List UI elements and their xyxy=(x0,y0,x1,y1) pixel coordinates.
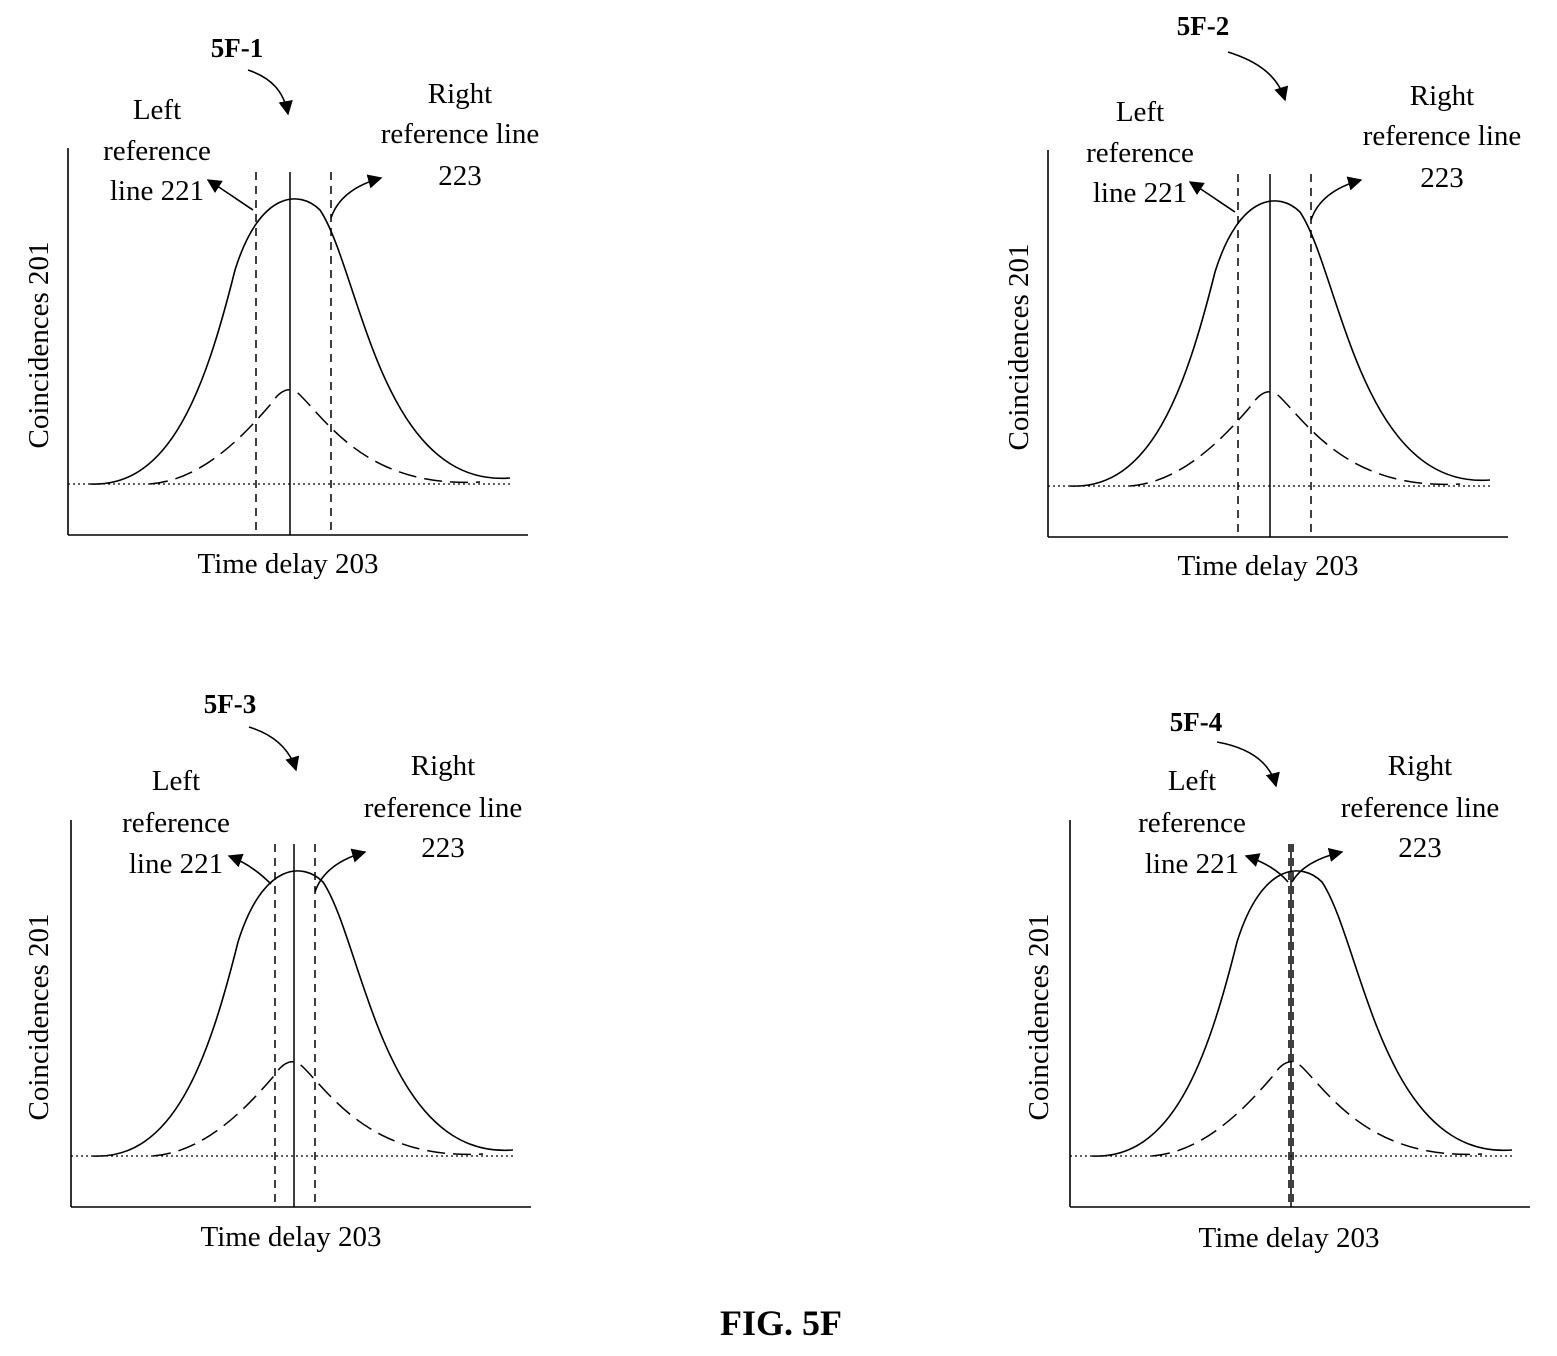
right-ref-label-line-1: Right xyxy=(411,750,475,782)
right-ref-label-line-2: reference line xyxy=(1341,792,1500,824)
y-axis-label: Coincidences 201 xyxy=(23,914,55,1121)
left-ref-pointer-arrow xyxy=(1244,853,1289,883)
panel-5f-2: 5F-2 Left reference line 221 Right refer… xyxy=(1003,11,1521,582)
panel-id-arrow xyxy=(248,726,300,772)
left-ref-label-line-1: Left xyxy=(1168,765,1216,797)
left-ref-label-line-3: line 221 xyxy=(129,848,223,880)
right-ref-pointer-arrow xyxy=(314,848,367,893)
panel-id-label: 5F-3 xyxy=(204,689,256,719)
coincidence-peak-curve xyxy=(89,198,511,485)
y-axis-label: Coincidences 201 xyxy=(1023,914,1055,1121)
right-ref-label-line-2: reference line xyxy=(381,118,540,150)
panel-5f-4: 5F-4 Left reference line 221 Right refer… xyxy=(1023,707,1530,1254)
reduced-peak-curve-dashed xyxy=(1151,1061,1483,1157)
figure-caption: FIG. 5F xyxy=(720,1303,842,1343)
x-axis-label: Time delay 203 xyxy=(1199,1222,1380,1254)
right-ref-label-line-1: Right xyxy=(428,78,492,110)
coincidence-peak-curve xyxy=(1069,200,1491,487)
right-ref-label-line-2: reference line xyxy=(1363,120,1522,152)
panel-id-arrow xyxy=(1216,741,1280,788)
right-ref-label-line-2: reference line xyxy=(364,792,523,824)
right-ref-label-line-3: 223 xyxy=(1420,162,1464,194)
left-ref-label-line-3: line 221 xyxy=(1145,848,1239,880)
left-ref-label-line-3: line 221 xyxy=(1093,177,1187,209)
reduced-peak-curve-dashed xyxy=(152,1061,484,1157)
coincidence-peak-curve xyxy=(92,870,514,1157)
left-ref-label-line-1: Left xyxy=(133,94,181,126)
left-ref-label-line-2: reference xyxy=(1086,137,1194,169)
left-ref-label-line-2: reference xyxy=(122,807,230,839)
right-ref-label-line-3: 223 xyxy=(1398,832,1442,864)
left-ref-pointer-arrow xyxy=(1188,181,1236,213)
right-ref-pointer-arrow xyxy=(330,174,383,219)
x-axis-label: Time delay 203 xyxy=(198,548,379,580)
panel-id-arrow xyxy=(247,69,293,116)
left-ref-label-line-3: line 221 xyxy=(110,175,204,207)
panel-id-label: 5F-4 xyxy=(1170,707,1222,737)
left-ref-label-line-2: reference xyxy=(103,135,211,167)
panel-5f-1: 5F-1 Left reference line 221 Right refer… xyxy=(23,33,539,580)
right-ref-label-line-1: Right xyxy=(1410,80,1474,112)
left-ref-pointer-arrow xyxy=(206,179,254,211)
right-ref-label-line-3: 223 xyxy=(421,832,465,864)
left-ref-label-line-1: Left xyxy=(1116,96,1164,128)
x-axis-label: Time delay 203 xyxy=(201,1221,382,1253)
reduced-peak-curve-dashed xyxy=(1129,391,1461,487)
panel-id-arrow xyxy=(1227,51,1289,102)
reduced-peak-curve-dashed xyxy=(149,389,481,485)
panel-id-label: 5F-2 xyxy=(1177,11,1229,41)
panel-id-label: 5F-1 xyxy=(211,33,263,63)
left-ref-label-line-2: reference xyxy=(1138,807,1246,839)
right-ref-label-line-3: 223 xyxy=(438,160,482,192)
y-axis-label: Coincidences 201 xyxy=(1003,244,1035,451)
coincidence-peak-curve xyxy=(1091,870,1513,1157)
y-axis-label: Coincidences 201 xyxy=(23,242,55,449)
x-axis-label: Time delay 203 xyxy=(1178,550,1359,582)
left-ref-label-line-1: Left xyxy=(152,765,200,797)
right-ref-pointer-arrow xyxy=(1291,847,1344,883)
panel-5f-3: 5F-3 Left reference line 221 Right refer… xyxy=(23,689,531,1253)
right-ref-label-line-1: Right xyxy=(1388,750,1452,782)
right-ref-pointer-arrow xyxy=(1310,176,1363,221)
left-ref-pointer-arrow xyxy=(227,853,272,885)
